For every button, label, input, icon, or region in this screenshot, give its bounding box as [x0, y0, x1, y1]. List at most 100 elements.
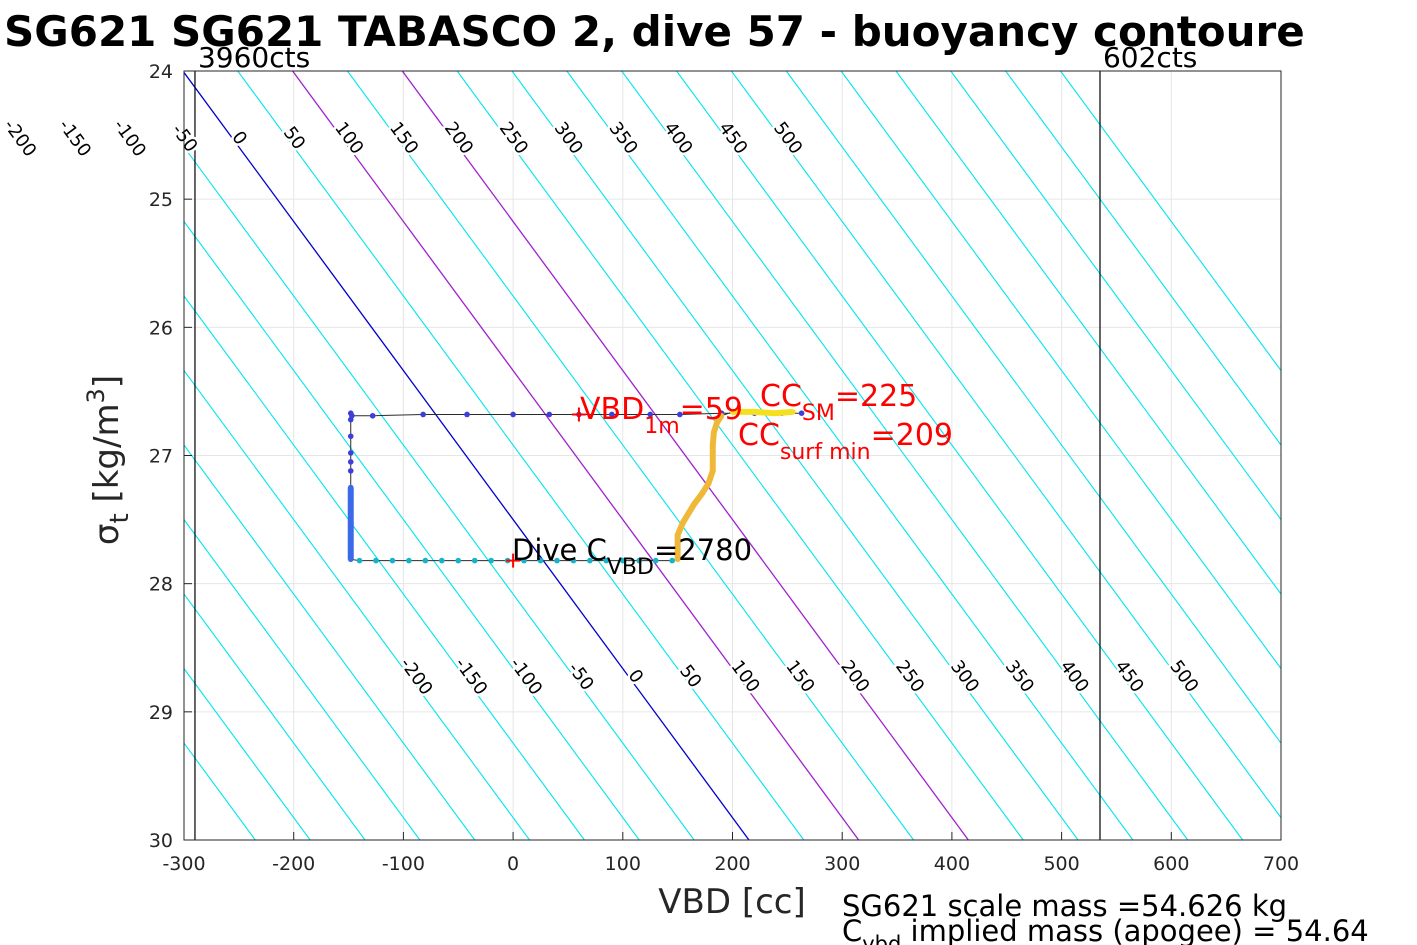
trajectory-point — [406, 557, 412, 564]
y-tick-label: 30 — [149, 830, 173, 852]
trajectory-point — [347, 433, 354, 440]
contour-line — [950, 71, 1281, 521]
trajectory-point — [347, 484, 354, 491]
trajectory-point — [714, 419, 720, 425]
y-tick-label: 27 — [149, 446, 173, 468]
trajectory-point — [510, 411, 516, 418]
contour-line — [785, 71, 1281, 745]
trajectory-point — [347, 556, 354, 563]
trajectory-point — [347, 510, 354, 516]
x-tick-label: -100 — [382, 853, 425, 875]
trajectory-point — [771, 410, 777, 417]
x-tick-label: -300 — [162, 853, 205, 875]
trajectory-point — [347, 468, 354, 474]
trajectory-point — [347, 497, 354, 504]
contour-line — [895, 71, 1281, 596]
contour-line — [184, 146, 695, 840]
limit-label-right: 602cts — [1103, 41, 1197, 74]
trajectory-point — [389, 557, 396, 564]
x-tick-label: -200 — [272, 853, 315, 875]
y-tick-label: 26 — [149, 317, 173, 339]
trajectory-point — [718, 412, 725, 419]
trajectory-point — [373, 557, 379, 564]
x-tick-label: 700 — [1263, 853, 1299, 875]
trajectory-segment — [732, 408, 794, 417]
trajectory-point — [790, 409, 796, 415]
contour-line — [184, 295, 585, 840]
y-tick-label: 25 — [149, 189, 173, 211]
trajectory-point — [347, 450, 354, 456]
limit-label-left: 3960cts — [198, 41, 310, 74]
x-tick-label: 300 — [824, 853, 860, 875]
trajectory-point — [729, 409, 736, 415]
contour-line — [237, 71, 805, 840]
scale-mass-text: SG621 scale mass =54.626 kg — [842, 889, 1287, 923]
y-axis-label: σt [kg/m3] — [82, 375, 135, 545]
trajectory-point — [554, 557, 560, 564]
contour-line — [511, 71, 1079, 840]
x-tick-label: 600 — [1153, 853, 1189, 875]
trajectory-point — [691, 501, 697, 508]
trajectory-point — [420, 411, 426, 418]
x-axis-label: VBD [cc] — [658, 882, 806, 922]
contour-line — [840, 71, 1281, 670]
trajectory-point — [422, 557, 429, 564]
trajectory-point — [369, 412, 376, 419]
trajectory-point — [438, 557, 445, 564]
trajectory-point — [636, 557, 643, 564]
trajectory-point — [669, 557, 675, 564]
trajectory-point — [652, 557, 659, 564]
trajectory-point — [711, 429, 717, 436]
trajectory-point — [609, 411, 615, 418]
trajectory-point — [751, 409, 758, 415]
trajectory-point — [709, 442, 716, 449]
dive-cvbd-annotation: Dive CVBD=2780 — [512, 533, 752, 580]
contour-line — [566, 71, 1134, 840]
trajectory-point — [464, 411, 470, 418]
trajectory-point — [647, 411, 654, 418]
trajectory-point — [546, 411, 553, 418]
trajectory-point — [603, 557, 610, 564]
y-tick-label: 24 — [149, 61, 173, 83]
dive-trajectory — [347, 408, 805, 564]
trajectory-point — [347, 416, 354, 423]
trajectory-point — [347, 536, 354, 542]
trajectory-point — [698, 491, 705, 497]
x-tick-label: 500 — [1043, 853, 1079, 875]
contour-line — [621, 71, 1189, 840]
trajectory-point — [620, 557, 626, 564]
contour-line — [184, 593, 366, 840]
trajectory-point — [677, 411, 683, 418]
contour-line — [292, 71, 860, 840]
contour-line — [456, 71, 1024, 840]
contour-line — [184, 667, 311, 840]
trajectory-point — [674, 556, 681, 563]
x-tick-label: 100 — [605, 853, 641, 875]
trajectory-point — [537, 557, 544, 564]
x-tick-label: 0 — [507, 853, 519, 875]
y-tick-label: 29 — [149, 702, 173, 724]
contour-line — [184, 220, 640, 840]
trajectory-point — [680, 519, 686, 525]
contour-line — [184, 518, 421, 840]
contour-line — [1060, 71, 1281, 372]
trajectory-point — [570, 557, 577, 564]
vbd1m-annotation: VBD1m=59 — [580, 392, 743, 439]
contour-line — [347, 71, 914, 840]
buoyancy-contours — [184, 71, 1281, 840]
y-tick-label: 28 — [149, 574, 173, 596]
contour-line — [730, 71, 1281, 819]
trajectory-point — [709, 468, 716, 474]
trajectory-point — [798, 410, 805, 417]
reference-markers — [506, 407, 586, 568]
trajectory-point — [674, 544, 681, 551]
trajectory-point — [685, 510, 692, 516]
chart-title: SG621 SG621 TABASCO 2, dive 57 - buoyanc… — [4, 7, 1305, 56]
ccsurf-annotation: CCsurf min=209 — [738, 418, 953, 465]
contour-line — [184, 369, 530, 840]
trajectory-point — [356, 557, 363, 564]
trajectory-point — [674, 532, 681, 538]
trajectory-point — [587, 557, 593, 564]
ccsm-annotation: CCSM=225 — [760, 379, 917, 426]
